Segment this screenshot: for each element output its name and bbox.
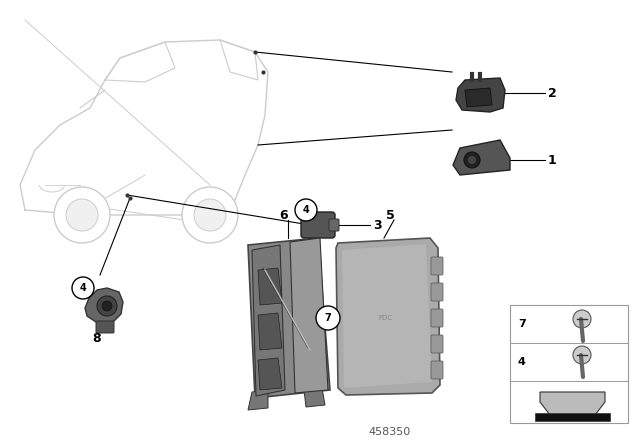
Polygon shape xyxy=(258,358,282,390)
Circle shape xyxy=(66,199,98,231)
FancyBboxPatch shape xyxy=(431,257,443,275)
Polygon shape xyxy=(258,268,282,305)
FancyBboxPatch shape xyxy=(431,335,443,353)
Circle shape xyxy=(464,152,480,168)
Text: 5: 5 xyxy=(386,208,394,221)
Circle shape xyxy=(316,306,340,330)
FancyBboxPatch shape xyxy=(96,321,114,333)
Polygon shape xyxy=(456,78,505,112)
Polygon shape xyxy=(248,238,330,398)
Circle shape xyxy=(295,199,317,221)
Polygon shape xyxy=(290,238,328,393)
Polygon shape xyxy=(336,238,440,395)
Polygon shape xyxy=(342,244,432,388)
FancyBboxPatch shape xyxy=(329,219,339,231)
Circle shape xyxy=(97,296,117,316)
Polygon shape xyxy=(453,140,510,175)
Polygon shape xyxy=(252,245,285,396)
Text: 4: 4 xyxy=(518,357,526,367)
Text: PDC: PDC xyxy=(378,315,392,321)
Polygon shape xyxy=(465,88,492,107)
Text: 4: 4 xyxy=(79,283,86,293)
FancyBboxPatch shape xyxy=(431,309,443,327)
Circle shape xyxy=(573,346,591,364)
Circle shape xyxy=(468,156,476,164)
Text: 7: 7 xyxy=(324,313,332,323)
Circle shape xyxy=(54,187,110,243)
Polygon shape xyxy=(248,390,268,410)
Text: 6: 6 xyxy=(280,208,288,221)
Polygon shape xyxy=(258,313,282,350)
Text: 3: 3 xyxy=(373,219,381,232)
Circle shape xyxy=(182,187,238,243)
Circle shape xyxy=(72,277,94,299)
Polygon shape xyxy=(535,413,610,421)
FancyBboxPatch shape xyxy=(301,212,335,238)
Bar xyxy=(510,305,628,423)
Polygon shape xyxy=(304,388,325,407)
Circle shape xyxy=(573,310,591,328)
Polygon shape xyxy=(85,288,123,324)
Text: 1: 1 xyxy=(548,154,557,167)
Circle shape xyxy=(102,301,112,311)
Text: 7: 7 xyxy=(518,319,525,329)
Text: 2: 2 xyxy=(548,86,557,99)
FancyBboxPatch shape xyxy=(431,283,443,301)
Polygon shape xyxy=(540,392,605,415)
FancyBboxPatch shape xyxy=(431,361,443,379)
Text: 458350: 458350 xyxy=(369,427,411,437)
Text: 4: 4 xyxy=(303,205,309,215)
Text: 8: 8 xyxy=(93,332,101,345)
Circle shape xyxy=(194,199,226,231)
